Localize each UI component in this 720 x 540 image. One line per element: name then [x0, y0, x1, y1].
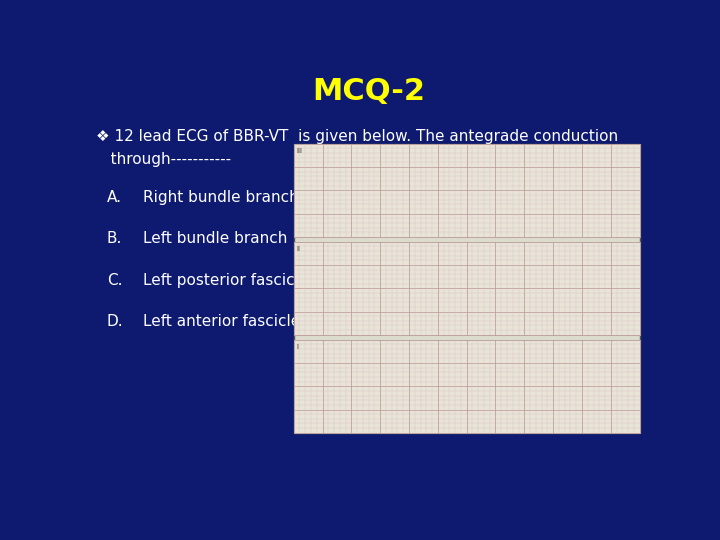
- Text: Left posterior fascicle: Left posterior fascicle: [143, 273, 308, 288]
- Text: MCQ-2: MCQ-2: [312, 77, 426, 106]
- FancyBboxPatch shape: [294, 144, 639, 433]
- FancyBboxPatch shape: [294, 340, 639, 433]
- FancyBboxPatch shape: [294, 144, 639, 237]
- Text: II: II: [297, 246, 300, 252]
- Text: B.: B.: [107, 231, 122, 246]
- Text: III: III: [297, 148, 302, 154]
- Text: A.: A.: [107, 190, 122, 205]
- Text: ❖ 12 lead ECG of BBR-VT  is given below. The antegrade conduction: ❖ 12 lead ECG of BBR-VT is given below. …: [96, 129, 618, 144]
- Text: Right bundle branch: Right bundle branch: [143, 190, 299, 205]
- Text: Left bundle branch: Left bundle branch: [143, 231, 287, 246]
- Text: D.: D.: [107, 314, 123, 329]
- FancyBboxPatch shape: [294, 242, 639, 335]
- Text: C.: C.: [107, 273, 122, 288]
- Text: Left anterior fascicle: Left anterior fascicle: [143, 314, 300, 329]
- Text: through-----------: through-----------: [96, 152, 230, 167]
- Text: I: I: [297, 344, 299, 350]
